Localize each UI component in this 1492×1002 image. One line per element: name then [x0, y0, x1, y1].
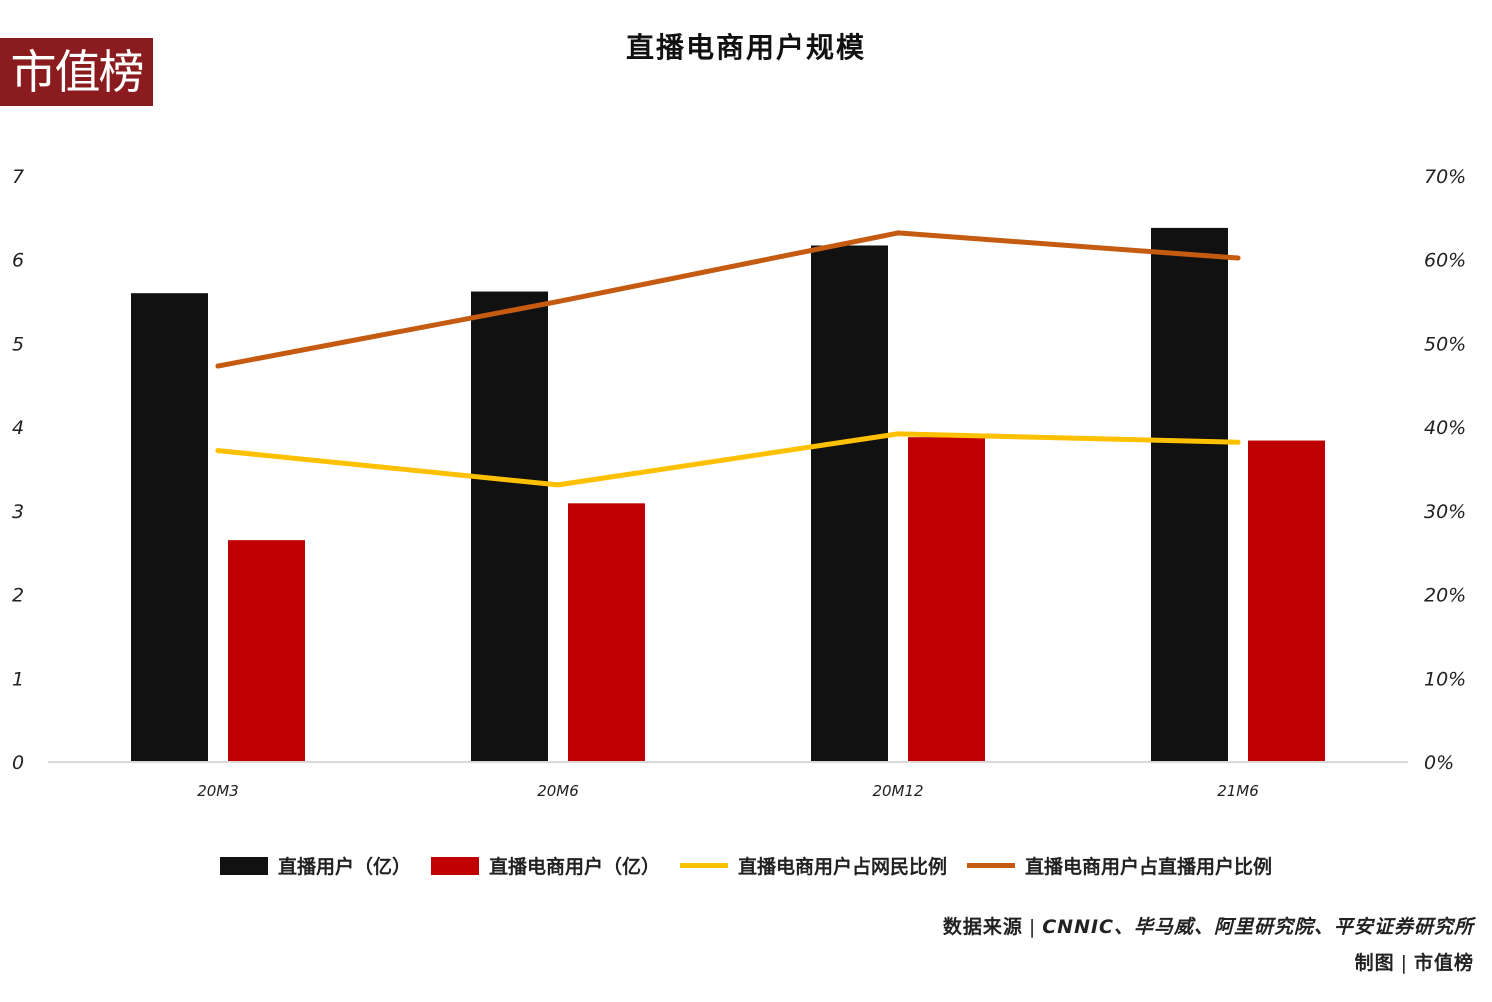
bar: [568, 503, 645, 762]
y-left-tick-label: 0: [12, 752, 24, 774]
legend-label: 直播用户（亿）: [277, 856, 411, 878]
y-left-tick-label: 6: [12, 250, 24, 272]
y-right-tick-label: 10%: [1424, 668, 1466, 690]
y-left-tick-label: 2: [12, 585, 24, 607]
legend-item-ecommerce-users: 直播电商用户（亿）: [430, 852, 660, 879]
source-value: CNNIC、毕马威、阿里研究院、平安证券研究所: [1042, 916, 1474, 938]
chart-legend: 直播用户（亿） 直播电商用户（亿） 直播电商用户占网民比例 直播电商用户占直播用…: [0, 852, 1492, 879]
separator: |: [1400, 952, 1408, 974]
bar: [1248, 440, 1325, 762]
line-point: [555, 299, 561, 305]
line-point: [1235, 439, 1241, 445]
legend-swatch: [967, 863, 1016, 868]
legend-label: 直播电商用户（亿）: [488, 856, 660, 878]
line-point: [895, 431, 901, 437]
x-tick-label: 20M6: [537, 782, 579, 800]
bar: [908, 437, 985, 762]
legend-swatch: [219, 856, 268, 875]
legend-item-share-of-netizens: 直播电商用户占网民比例: [680, 852, 947, 879]
legend-label: 直播电商用户占直播用户比例: [1025, 856, 1273, 878]
separator: |: [1028, 916, 1037, 938]
line-point: [1235, 255, 1241, 261]
y-right-tick-label: 60%: [1424, 250, 1466, 272]
x-tick-label: 20M3: [197, 782, 239, 800]
y-right-tick-label: 50%: [1424, 333, 1466, 355]
legend-swatch: [430, 856, 479, 875]
y-left-tick-label: 1: [12, 668, 24, 690]
y-left-tick-label: 4: [12, 417, 24, 439]
legend-item-share-of-live-users: 直播电商用户占直播用户比例: [967, 852, 1272, 879]
line-point: [215, 363, 221, 369]
bar: [1151, 227, 1228, 763]
credit-note: 制图 | 市值榜: [1355, 948, 1474, 975]
y-right-tick-label: 70%: [1424, 166, 1466, 188]
y-right-tick-label: 40%: [1424, 417, 1466, 439]
line-point: [895, 230, 901, 236]
legend-item-live-users: 直播用户（亿）: [219, 852, 411, 879]
source-label: 数据来源: [942, 916, 1023, 938]
line-point: [215, 448, 221, 454]
y-left-tick-label: 3: [12, 501, 24, 523]
x-tick-label: 21M6: [1217, 782, 1259, 800]
y-right-tick-label: 30%: [1424, 501, 1466, 523]
series-line: [215, 230, 1241, 369]
credit-value: 市值榜: [1413, 952, 1474, 974]
y-left-tick-label: 5: [12, 333, 24, 355]
data-source-note: 数据来源 | CNNIC、毕马威、阿里研究院、平安证券研究所: [943, 912, 1474, 939]
legend-label: 直播电商用户占网民比例: [738, 856, 948, 878]
credit-label: 制图: [1354, 952, 1395, 974]
bar: [811, 245, 888, 763]
bar: [471, 291, 548, 762]
y-right-tick-label: 20%: [1424, 585, 1466, 607]
bar: [228, 540, 305, 762]
series-line: [215, 431, 1241, 488]
line-point: [555, 482, 561, 488]
y-left-tick-label: 7: [12, 166, 24, 188]
chart-title: 直播电商用户规模: [625, 31, 866, 64]
x-tick-label: 20M12: [872, 782, 923, 800]
y-right-tick-label: 0%: [1424, 752, 1454, 774]
bar: [131, 293, 208, 762]
brand-logo: 市值榜: [0, 38, 153, 106]
legend-swatch: [680, 863, 728, 868]
